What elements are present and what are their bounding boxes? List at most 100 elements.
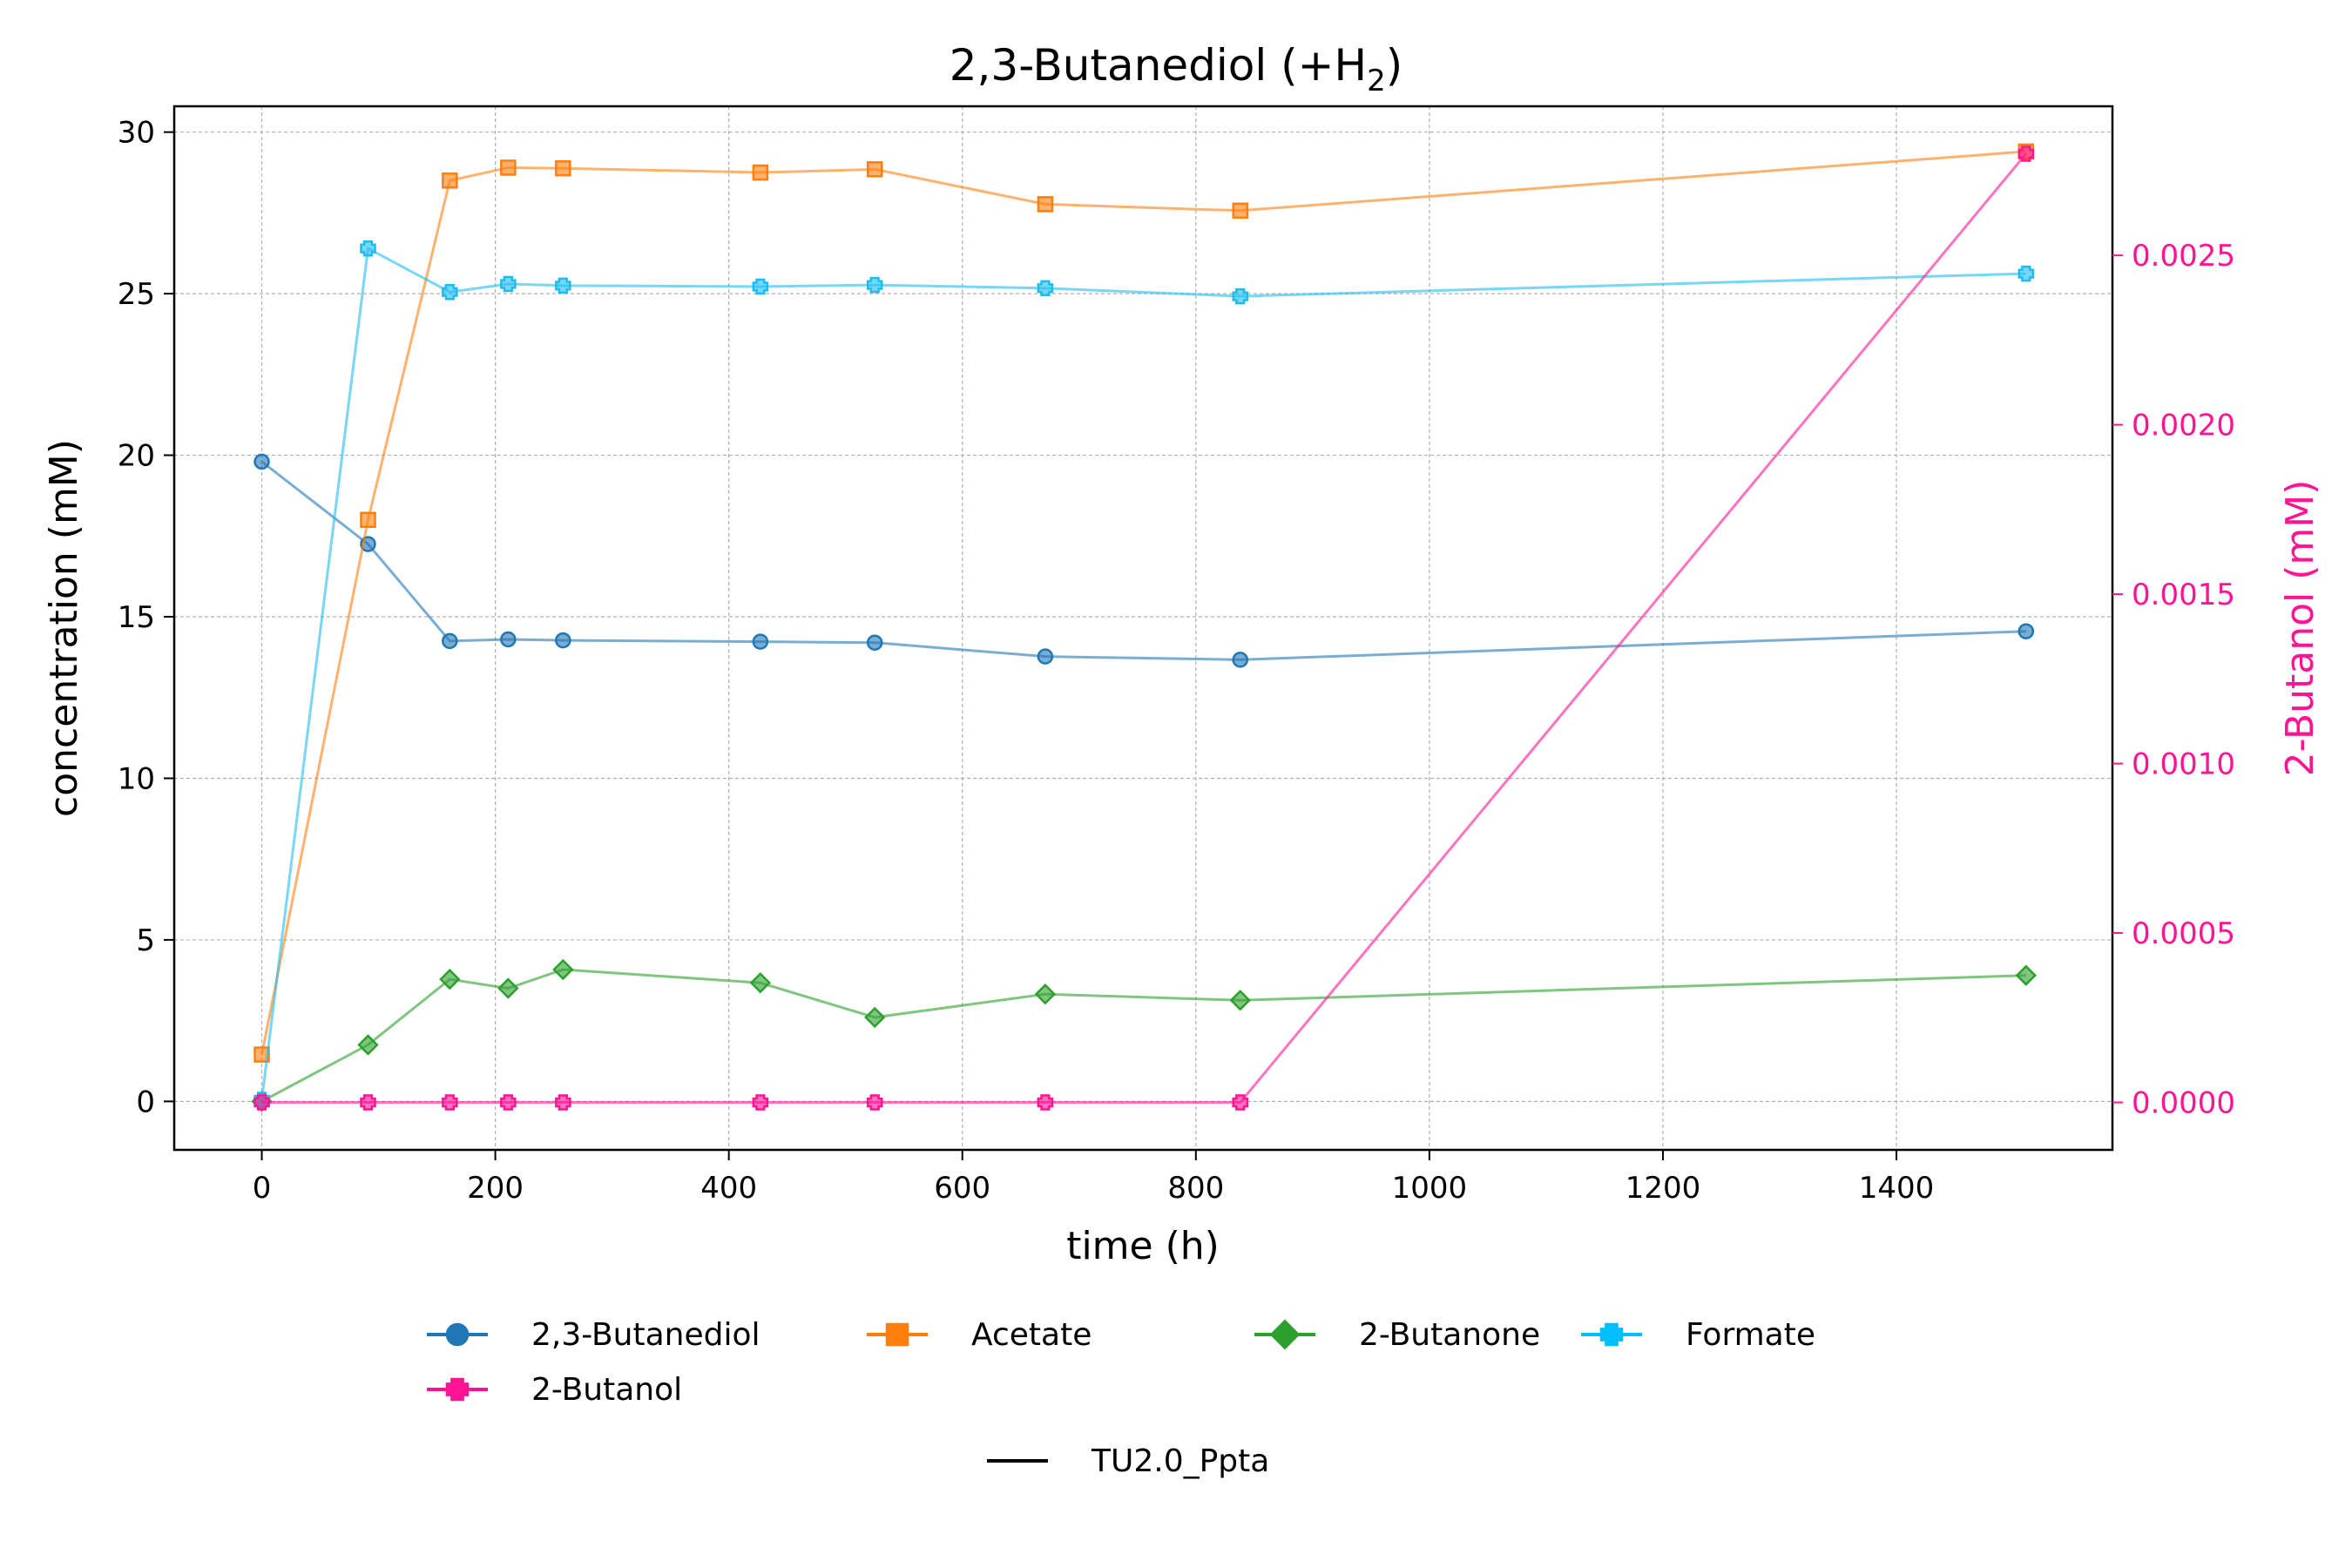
data-point [866, 1094, 883, 1111]
legend-label: Formate [1686, 1317, 1815, 1353]
legend: 2,3-Butanediol Acetate 2-Butanone Formate 2-… [427, 1317, 1815, 1408]
legend-item-2-butanol: 2-Butanol [427, 1372, 682, 1408]
data-point [1037, 280, 1054, 297]
data-point [500, 159, 517, 176]
data-point [552, 958, 574, 981]
data-point [500, 275, 517, 293]
data-point [864, 1006, 886, 1029]
x-tick-label: 200 [467, 1171, 524, 1206]
series-layer [251, 143, 2037, 1112]
data-point [1232, 202, 1248, 220]
data-point [555, 632, 571, 649]
legend-item-acetate: Acetate [867, 1317, 1092, 1353]
legend-label: 2,3-Butanediol [531, 1317, 760, 1353]
x-axis-label: time (h) [1066, 1224, 1220, 1268]
data-point [497, 977, 519, 999]
y-tick-label: 10 [118, 761, 155, 796]
data-point [442, 172, 458, 189]
data-point [866, 634, 883, 651]
legend-marker [1269, 1319, 1301, 1350]
y-tick-label: 20 [118, 439, 155, 474]
series-line [260, 246, 2026, 1100]
y-tick-label: 30 [118, 116, 155, 151]
series-2-butanol [253, 145, 2035, 1111]
y-tick-label: 15 [118, 600, 155, 635]
chart-title: 2,3-Butanediol (+H2) [950, 40, 1403, 98]
y2-tick-label: 0.0000 [2132, 1086, 2235, 1121]
data-point [253, 453, 270, 470]
data-point [253, 1046, 270, 1063]
legend-marker [445, 1377, 470, 1402]
legend-marker [445, 1322, 470, 1347]
data-point [2017, 623, 2035, 639]
data-point [439, 968, 461, 990]
legend-item-2-3-butanediol: 2,3-Butanediol [427, 1317, 760, 1353]
y-tick-label: 5 [136, 923, 155, 958]
data-point [752, 278, 769, 295]
grid-lines [174, 106, 2112, 1150]
y-axis-left: 0 5 10 15 20 25 30 [118, 116, 174, 1119]
data-point [555, 159, 571, 177]
data-point [442, 1094, 458, 1111]
x-tick-label: 400 [700, 1171, 757, 1206]
data-point [1037, 196, 1054, 213]
data-point [749, 972, 772, 994]
data-point [866, 161, 883, 178]
y2-tick-label: 0.0020 [2132, 409, 2235, 443]
x-tick-label: 1400 [1859, 1171, 1935, 1206]
data-point [2017, 145, 2035, 162]
data-point [1037, 1094, 1054, 1111]
legend-label: 2-Butanol [531, 1372, 682, 1408]
data-point [500, 631, 517, 648]
legend-label: Acetate [971, 1317, 1092, 1353]
x-tick-label: 1200 [1625, 1171, 1701, 1206]
plot-frame [172, 105, 2114, 1152]
data-point [1037, 648, 1054, 665]
y2-tick-label: 0.0005 [2132, 916, 2235, 951]
data-point [555, 277, 571, 294]
y-axis-label: concentration (mM) [42, 439, 86, 817]
y-tick-label: 0 [136, 1085, 155, 1119]
x-tick-label: 600 [934, 1171, 990, 1206]
legend-marker [885, 1322, 909, 1347]
y2-tick-label: 0.0010 [2132, 747, 2235, 782]
data-point [1232, 652, 1248, 668]
series-2-butanone [251, 958, 2037, 1112]
y-tick-label: 25 [118, 277, 155, 312]
series-line [260, 150, 2026, 1055]
strain-legend: TU2.0_Ppta [987, 1443, 1269, 1479]
y2-tick-label: 0.0025 [2132, 239, 2235, 274]
x-tick-label: 0 [253, 1171, 272, 1206]
y-axis-right: 0.0000 0.0005 0.0010 0.0015 0.0020 0.0025 [2112, 239, 2235, 1121]
data-point [752, 1094, 769, 1111]
data-point [752, 633, 769, 650]
data-point [442, 632, 458, 650]
strain-legend-label: TU2.0_Ppta [1091, 1443, 1269, 1479]
legend-item-formate: Formate [1581, 1317, 1815, 1353]
y2-tick-label: 0.0015 [2132, 578, 2235, 612]
series-line [261, 152, 2027, 1105]
series-line [260, 460, 2026, 661]
data-point [1232, 1094, 1248, 1111]
legend-marker [1599, 1322, 1624, 1347]
data-point [2015, 964, 2037, 986]
data-point [1229, 990, 1251, 1011]
data-point [555, 1094, 571, 1111]
data-point [360, 1094, 376, 1111]
series-line [260, 968, 2026, 1103]
data-point [866, 276, 883, 294]
data-point [360, 240, 376, 257]
data-point [357, 1034, 379, 1056]
data-point [752, 164, 769, 181]
x-tick-label: 1000 [1392, 1171, 1468, 1206]
data-point [1034, 983, 1057, 1005]
legend-label: 2-Butanone [1359, 1317, 1540, 1353]
data-point [1232, 287, 1248, 305]
data-point [2017, 265, 2035, 282]
data-point [500, 1094, 517, 1111]
x-axis: 0 200 400 600 800 1000 1200 1400 [253, 1150, 1935, 1206]
x-tick-label: 800 [1167, 1171, 1224, 1206]
series-formate [253, 240, 2035, 1108]
legend-item-2-butanone: 2-Butanone [1254, 1317, 1540, 1353]
